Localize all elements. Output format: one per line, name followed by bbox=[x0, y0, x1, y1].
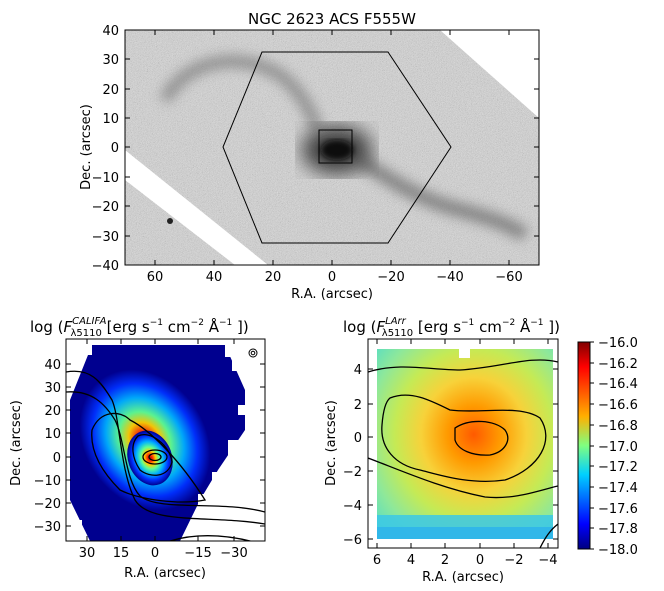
califa-ylabel: Dec. (arcsec) bbox=[9, 400, 24, 486]
califa-yticks: 40 30 20 10 0 −10 −20 −30 bbox=[34, 358, 265, 535]
colorbar-tick-label: −16.8 bbox=[598, 419, 638, 434]
larr-axes-frame bbox=[367, 338, 559, 549]
larr-ytick-label: 4 bbox=[354, 363, 362, 378]
califa-panel: log (FCALIFA λ5110 [erg s−1 cm−2 Å−1 ]) bbox=[9, 316, 266, 581]
hst-xticks: 60 40 20 0 −20 −40 −60 bbox=[147, 30, 523, 285]
larr-xtick-label: 6 bbox=[373, 553, 381, 568]
hst-nodata-stripe bbox=[125, 150, 268, 265]
larr-yticks: 4 2 0 −2 −4 −6 bbox=[343, 363, 558, 548]
psf-marker bbox=[248, 348, 258, 358]
califa-ytick-label: −10 bbox=[34, 474, 61, 489]
larr-contour bbox=[368, 359, 558, 373]
larr-contour bbox=[539, 523, 558, 548]
colorbar-tick-label: −17.4 bbox=[598, 481, 638, 496]
califa-xtick-label: −15 bbox=[184, 546, 211, 561]
califa-ytick-label: 0 bbox=[53, 451, 61, 466]
califa-contour bbox=[142, 449, 168, 465]
hst-xtick-label: −20 bbox=[377, 270, 404, 285]
larr-xtick-label: 0 bbox=[476, 553, 484, 568]
califa-xlabel: R.A. (arcsec) bbox=[124, 566, 206, 581]
colorbar-ticks: −16.0 −16.2 −16.4 −16.6 −16.8 −17.0 −17.… bbox=[590, 336, 638, 558]
larr-missing-pixel bbox=[459, 349, 470, 358]
colorbar-tick-label: −17.6 bbox=[598, 502, 638, 517]
larr-map bbox=[377, 349, 553, 539]
califa-ytick-label: −30 bbox=[34, 520, 61, 535]
hst-xtick-label: 60 bbox=[147, 270, 164, 285]
larr-ytick-label: 0 bbox=[354, 431, 362, 446]
califa-xtick-label: 15 bbox=[113, 546, 130, 561]
larr-xtick-label: −2 bbox=[504, 553, 523, 568]
hst-ylabel: Dec. (arcsec) bbox=[79, 104, 94, 190]
hst-xtick-label: 40 bbox=[206, 270, 223, 285]
califa-xtick-label: −30 bbox=[220, 546, 247, 561]
hst-ytick-label: 30 bbox=[102, 53, 119, 68]
califa-ytick-label: 20 bbox=[44, 404, 61, 419]
colorbar-tick-label: −18.0 bbox=[598, 543, 638, 558]
larr-ytick-label: −4 bbox=[343, 499, 362, 514]
califa-xtick-label: 0 bbox=[151, 546, 159, 561]
califa-contour bbox=[132, 434, 173, 476]
hst-xtick-label: −60 bbox=[495, 270, 522, 285]
colorbar-gradient bbox=[578, 342, 590, 549]
hst-ytick-label: −40 bbox=[92, 259, 119, 274]
califa-contour bbox=[148, 452, 162, 462]
hst-xtick-label: 20 bbox=[265, 270, 282, 285]
larr-xlabel: R.A. (arcsec) bbox=[422, 570, 504, 585]
hst-ytick-label: −10 bbox=[92, 171, 119, 186]
califa-ytick-label: 30 bbox=[44, 381, 61, 396]
colorbar-tick-label: −16.2 bbox=[598, 357, 638, 372]
hst-ytick-label: 40 bbox=[102, 24, 119, 39]
califa-fov-hexagon bbox=[222, 51, 452, 244]
hst-xtick-label: −40 bbox=[436, 270, 463, 285]
hst-xtick-label: 0 bbox=[328, 270, 336, 285]
larr-xticks: 6 4 2 0 −2 −4 bbox=[373, 339, 558, 568]
larr-ytick-label: −6 bbox=[343, 533, 362, 548]
califa-xtick-label: 30 bbox=[79, 546, 96, 561]
hst-ytick-label: 0 bbox=[111, 141, 119, 156]
hst-ytick-label: 10 bbox=[102, 112, 119, 127]
colorbar: −16.0 −16.2 −16.4 −16.6 −16.8 −17.0 −17.… bbox=[577, 336, 638, 558]
califa-contour bbox=[169, 534, 253, 541]
larr-fov-square bbox=[318, 129, 353, 164]
hst-ytick-label: −20 bbox=[92, 200, 119, 215]
larr-panel: log (FLArr λ5110 [erg s−1 cm−2 Å−1 ]) 6 4 bbox=[324, 316, 560, 585]
califa-contour bbox=[66, 370, 265, 525]
califa-contour bbox=[66, 391, 265, 513]
califa-ytick-label: −20 bbox=[34, 497, 61, 512]
larr-contour bbox=[381, 394, 547, 483]
hst-xlabel: R.A. (arcsec) bbox=[291, 287, 373, 302]
hst-panel: NGC 2623 ACS F555W bbox=[79, 10, 540, 302]
colorbar-tick-label: −16.0 bbox=[598, 336, 638, 351]
larr-ylabel: Dec. (arcsec) bbox=[324, 400, 339, 486]
colorbar-tick-label: −17.8 bbox=[598, 522, 638, 537]
larr-xtick-label: 4 bbox=[407, 553, 415, 568]
hst-ytick-label: −30 bbox=[92, 230, 119, 245]
colorbar-tick-label: −16.4 bbox=[598, 377, 638, 392]
califa-contour bbox=[91, 412, 207, 503]
califa-title: log (FCALIFA λ5110 [erg s−1 cm−2 Å−1 ]) bbox=[30, 316, 249, 339]
larr-xtick-label: −4 bbox=[538, 553, 557, 568]
califa-axes-frame bbox=[65, 338, 266, 542]
califa-ytick-label: 10 bbox=[44, 427, 61, 442]
hst-ytick-label: 20 bbox=[102, 83, 119, 98]
larr-ytick-label: −2 bbox=[343, 465, 362, 480]
califa-xticks: 30 15 0 −15 −30 bbox=[79, 339, 248, 561]
larr-title: log (FLArr λ5110 [erg s−1 cm−2 Å−1 ]) bbox=[343, 316, 560, 339]
larr-ytick-label: 2 bbox=[354, 398, 362, 413]
hst-title: NGC 2623 ACS F555W bbox=[248, 10, 416, 28]
larr-xtick-label: 2 bbox=[441, 553, 449, 568]
hst-yticks: 40 30 20 10 0 −10 −20 −30 −40 bbox=[92, 24, 539, 274]
colorbar-tick-label: −17.2 bbox=[598, 460, 638, 475]
hst-star bbox=[167, 218, 173, 224]
larr-contour bbox=[368, 457, 558, 499]
hst-nodata-corner bbox=[440, 30, 539, 118]
colorbar-tick-label: −16.6 bbox=[598, 398, 638, 413]
larr-contour bbox=[454, 420, 509, 456]
colorbar-tick-label: −17.0 bbox=[598, 440, 638, 455]
califa-ytick-label: 40 bbox=[44, 358, 61, 373]
